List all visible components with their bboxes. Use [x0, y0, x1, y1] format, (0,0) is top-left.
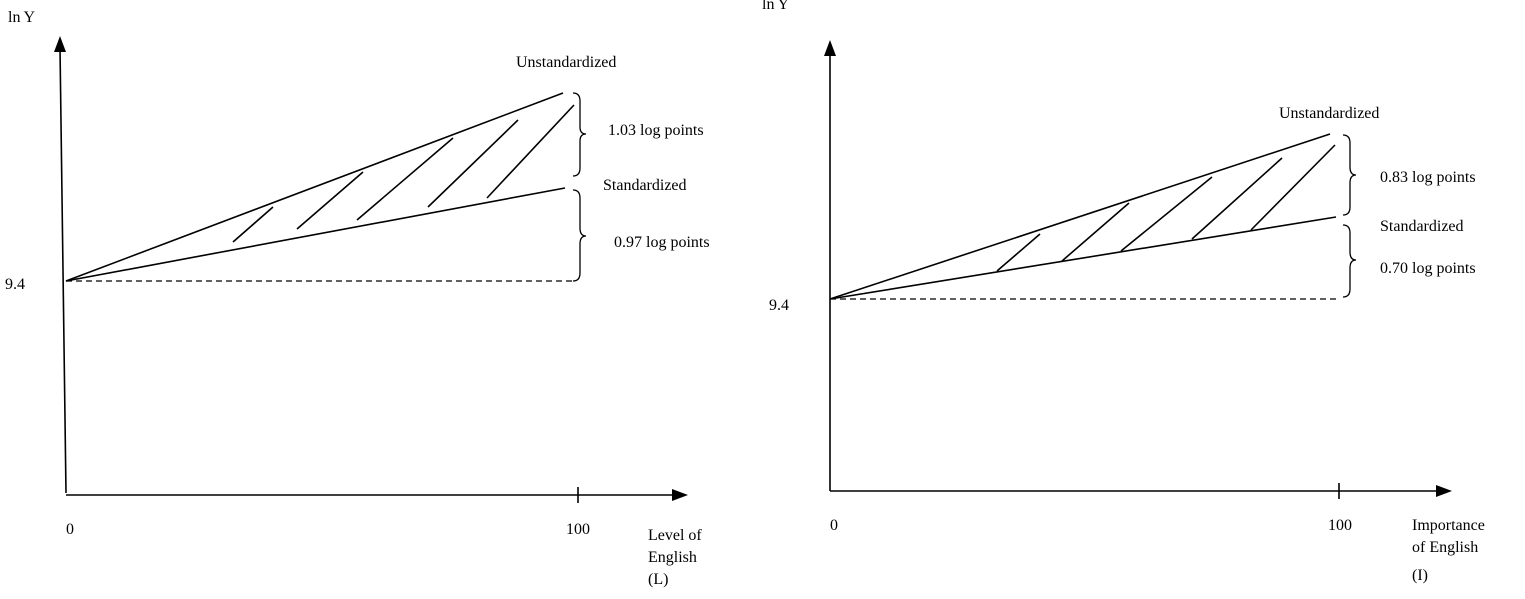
right-x-axis-var: (I) — [1412, 567, 1428, 584]
left-y-axis — [59, 47, 67, 494]
right-hatching — [996, 144, 1336, 272]
right-y-axis-arrowhead — [824, 40, 836, 56]
right-x-axis-title-line1: Importance — [1412, 517, 1485, 534]
left-panel: ln Y 0 100 9.4 Level of English (L) — [5, 9, 710, 588]
left-x-axis-title-line2: English — [648, 549, 697, 566]
left-standardized-label: Standardized — [603, 177, 687, 194]
left-unstandardized-label: Unstandardized — [516, 54, 616, 71]
left-unstandardized-line — [65, 92, 564, 282]
left-x-axis-title-line1: Level of — [648, 527, 702, 544]
right-x-axis-arrowhead — [1436, 485, 1452, 497]
right-standardized-line — [829, 216, 1337, 300]
left-upper-brace — [572, 92, 587, 177]
left-x-origin-label: 0 — [66, 521, 74, 538]
right-unstandardized-line — [829, 133, 1331, 300]
right-y-axis-label: ln Y — [762, 0, 789, 13]
right-upper-gap-label: 0.83 log points — [1380, 169, 1476, 186]
left-hatching — [232, 104, 575, 243]
right-x-end-label: 100 — [1328, 517, 1352, 534]
right-panel: ln Y 0 100 9.4 Importance of English (I) — [762, 0, 1485, 584]
left-upper-gap-label: 1.03 log points — [608, 122, 704, 139]
right-x-axis-title-line2: of English — [1412, 539, 1478, 556]
right-standardized-label: Standardized — [1380, 218, 1464, 235]
left-intercept-label: 9.4 — [5, 276, 25, 293]
left-x-axis-arrowhead — [672, 489, 688, 501]
left-x-end-label: 100 — [566, 521, 590, 538]
left-y-axis-arrowhead — [54, 36, 66, 52]
left-lower-brace — [572, 189, 587, 282]
right-lower-brace — [1342, 224, 1357, 298]
left-x-axis-var: (L) — [648, 571, 668, 588]
right-x-origin-label: 0 — [830, 517, 838, 534]
right-intercept-label: 9.4 — [769, 297, 789, 314]
left-lower-gap-label: 0.97 log points — [614, 234, 710, 251]
right-unstandardized-label: Unstandardized — [1279, 105, 1379, 122]
right-lower-gap-label: 0.70 log points — [1380, 260, 1476, 277]
left-y-axis-label: ln Y — [8, 9, 35, 26]
right-upper-brace — [1342, 134, 1357, 216]
left-standardized-line — [65, 187, 566, 282]
